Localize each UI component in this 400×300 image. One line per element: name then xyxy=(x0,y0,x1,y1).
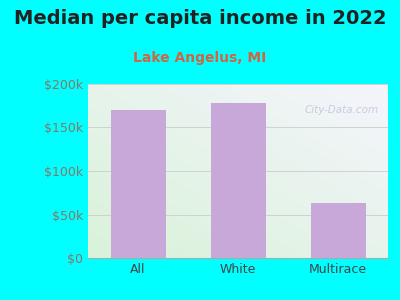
Text: Lake Angelus, MI: Lake Angelus, MI xyxy=(133,51,267,65)
Bar xyxy=(110,110,166,258)
Text: Median per capita income in 2022: Median per capita income in 2022 xyxy=(14,9,386,28)
Text: City-Data.com: City-Data.com xyxy=(305,105,379,115)
Bar xyxy=(210,103,266,258)
Bar xyxy=(310,203,366,258)
